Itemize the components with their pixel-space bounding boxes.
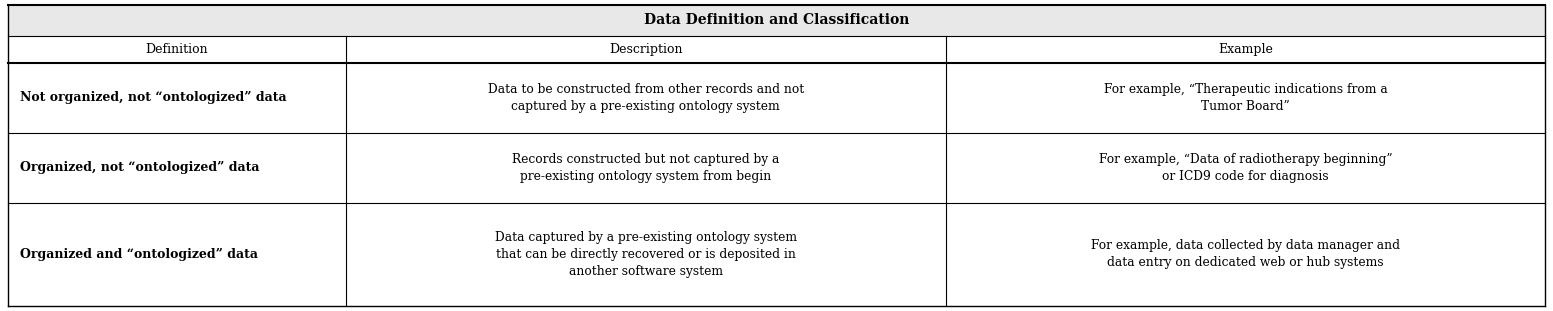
Bar: [8, 202, 1545, 306]
Text: Example: Example: [1218, 43, 1273, 56]
Bar: [8, 5, 1545, 36]
Bar: [8, 36, 1545, 63]
Text: Organized and “ontologized” data: Organized and “ontologized” data: [20, 248, 258, 261]
Text: Not organized, not “ontologized” data: Not organized, not “ontologized” data: [20, 91, 287, 104]
Text: Data captured by a pre-existing ontology system
that can be directly recovered o: Data captured by a pre-existing ontology…: [495, 231, 797, 278]
Bar: [8, 133, 1545, 202]
Text: For example, “Therapeutic indications from a
Tumor Board”: For example, “Therapeutic indications fr…: [1104, 83, 1387, 113]
Text: Data to be constructed from other records and not
captured by a pre-existing ont: Data to be constructed from other record…: [488, 83, 804, 113]
Text: For example, “Data of radiotherapy beginning”
or ICD9 code for diagnosis: For example, “Data of radiotherapy begin…: [1098, 153, 1391, 183]
Text: Organized, not “ontologized” data: Organized, not “ontologized” data: [20, 161, 259, 174]
Text: For example, data collected by data manager and
data entry on dedicated web or h: For example, data collected by data mana…: [1090, 239, 1399, 269]
Text: Data Definition and Classification: Data Definition and Classification: [644, 13, 909, 27]
Text: Records constructed but not captured by a
pre-existing ontology system from begi: Records constructed but not captured by …: [512, 153, 780, 183]
Text: Definition: Definition: [146, 43, 208, 56]
Bar: [8, 63, 1545, 133]
Text: Description: Description: [609, 43, 683, 56]
